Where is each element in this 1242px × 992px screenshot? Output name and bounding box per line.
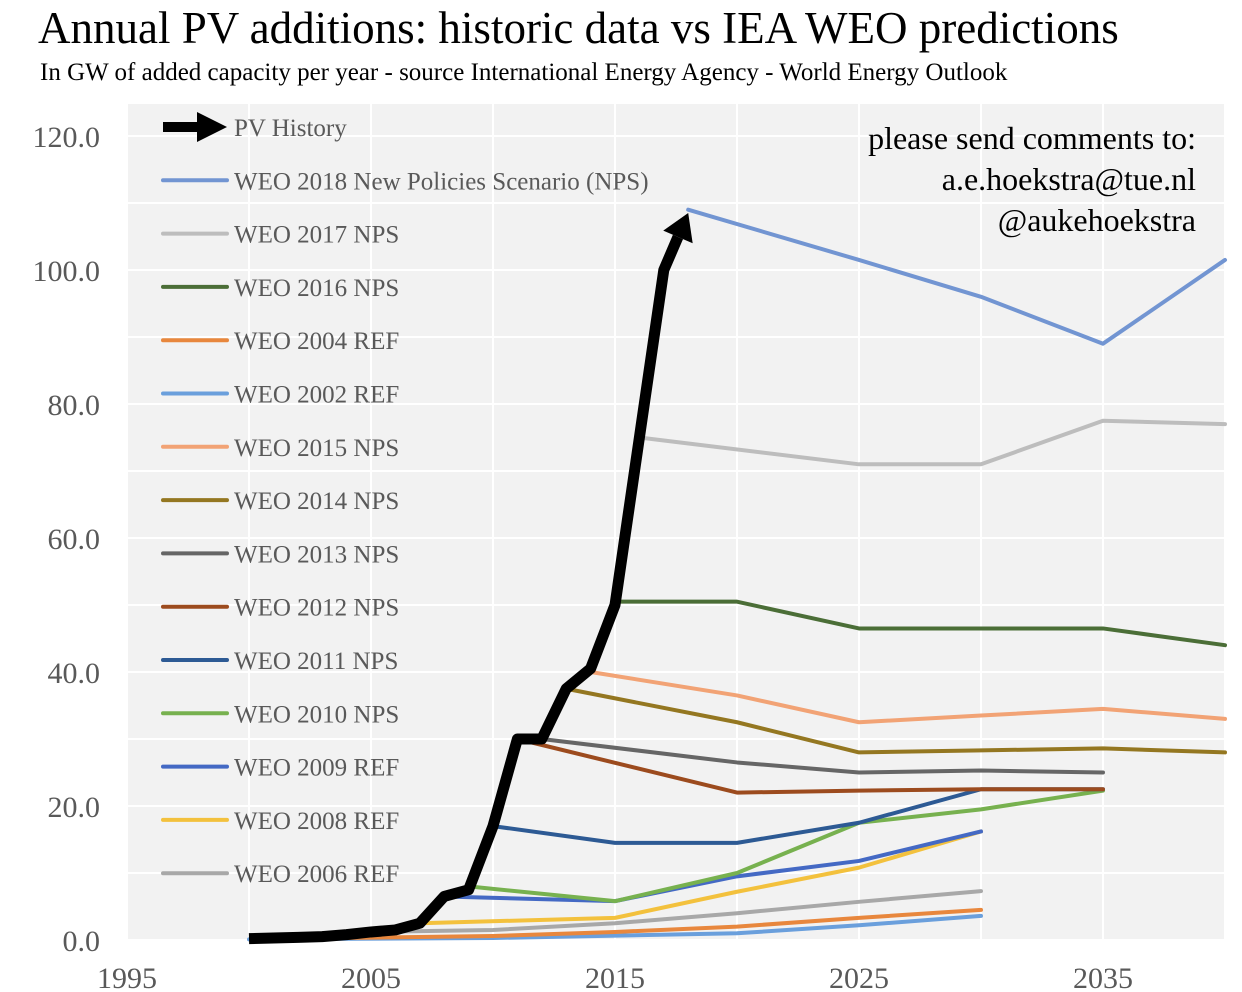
y-tick-label: 20.0 <box>48 791 101 824</box>
series-line-weo-2004-ref <box>295 907 983 941</box>
legend-label-weo-2013-nps: WEO 2013 NPS <box>234 541 399 568</box>
comment-annotation: please send comments to: a.e.hoekstra@tue… <box>868 120 1196 238</box>
legend-label-weo-2012-nps: WEO 2012 NPS <box>234 595 399 622</box>
series-line-weo-2018-new-policies-scenario-nps <box>686 207 1227 346</box>
legend-label-weo-2002-ref: WEO 2002 REF <box>234 382 399 409</box>
legend-label-weo-2010-nps: WEO 2010 NPS <box>234 701 399 728</box>
comment-line: @aukehoekstra <box>998 202 1196 238</box>
y-tick-label: 0.0 <box>63 925 101 958</box>
series-line-weo-2006-ref <box>369 889 983 934</box>
series-line-weo-2015-nps <box>588 670 1227 725</box>
series-line-weo-2010-nps <box>466 788 1105 904</box>
series-line-pv-history <box>248 234 684 945</box>
legend-label-pv-history: PV History <box>234 115 347 142</box>
series-lines <box>247 207 1227 945</box>
legend-label-weo-2011-nps: WEO 2011 NPS <box>234 648 398 675</box>
chart-title: Annual PV additions: historic data vs IE… <box>38 3 1119 53</box>
legend-label-weo-2015-nps: WEO 2015 NPS <box>234 435 399 462</box>
legend-label-weo-2006-ref: WEO 2006 REF <box>234 861 399 888</box>
x-tick-label: 2005 <box>341 962 401 992</box>
comment-line: please send comments to: <box>868 120 1196 156</box>
legend: PV History WEO 2018 New Policies Scenario… <box>161 112 649 888</box>
y-tick-label: 40.0 <box>48 657 101 690</box>
x-tick-label: 1995 <box>97 962 157 992</box>
comment-line: a.e.hoekstra@tue.nl <box>942 161 1196 197</box>
legend-label-weo-2018-new-policies-scenario-nps: WEO 2018 New Policies Scenario (NPS) <box>234 168 649 195</box>
series-line-weo-2017-nps <box>637 418 1227 467</box>
legend-label-weo-2004-ref: WEO 2004 REF <box>234 328 399 355</box>
legend-label-weo-2016-nps: WEO 2016 NPS <box>234 275 399 302</box>
pv-history-arrowhead <box>663 213 693 244</box>
series-line-weo-2016-nps <box>613 599 1227 648</box>
legend-label-weo-2009-ref: WEO 2009 REF <box>234 755 399 782</box>
x-tick-label: 2035 <box>1073 962 1133 992</box>
legend-arrow-icon <box>197 112 227 142</box>
legend-label-weo-2017-nps: WEO 2017 NPS <box>234 222 399 249</box>
y-tick-label: 60.0 <box>48 523 101 556</box>
chart-subtitle: In GW of added capacity per year - sourc… <box>40 59 1008 86</box>
series-line-weo-2014-nps <box>564 686 1227 755</box>
legend-label-weo-2014-nps: WEO 2014 NPS <box>234 488 399 515</box>
y-tick-label: 120.0 <box>33 121 101 154</box>
series-line-weo-2009-ref <box>442 829 983 904</box>
axis-ticks: 0.0 20.0 40.0 60.0 80.0 100.0 120.0 1995 2005 201… <box>33 121 1134 992</box>
x-tick-label: 2015 <box>585 962 645 992</box>
series-line-weo-2008-ref <box>417 829 983 926</box>
series-line-weo-2013-nps <box>539 737 1105 775</box>
legend-label-weo-2008-ref: WEO 2008 REF <box>234 808 399 835</box>
y-tick-label: 80.0 <box>48 389 101 422</box>
gridlines <box>126 104 1224 941</box>
x-tick-label: 2025 <box>829 962 889 992</box>
y-tick-label: 100.0 <box>33 255 101 288</box>
series-line-weo-2012-nps <box>515 737 1105 795</box>
